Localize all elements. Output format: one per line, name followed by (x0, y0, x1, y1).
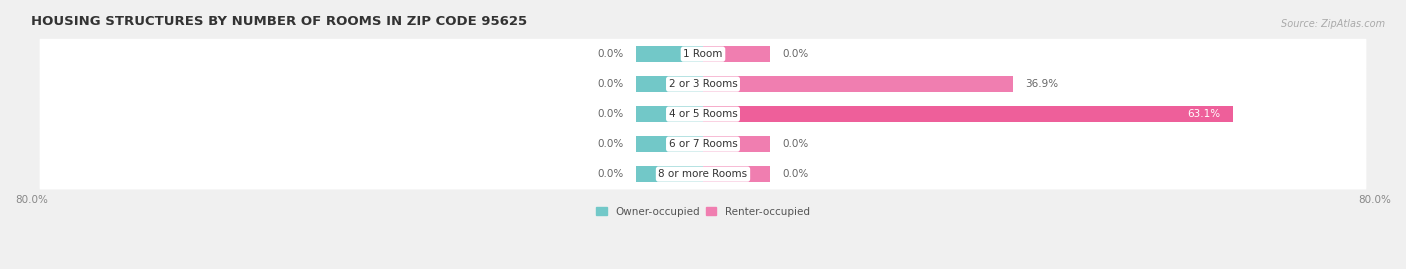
Text: 8 or more Rooms: 8 or more Rooms (658, 169, 748, 179)
Text: 0.0%: 0.0% (598, 109, 623, 119)
Bar (636, 46, 703, 62)
Text: 0.0%: 0.0% (783, 49, 808, 59)
Text: 36.9%: 36.9% (1025, 79, 1059, 89)
Text: 0.0%: 0.0% (598, 79, 623, 89)
Bar (703, 166, 770, 182)
FancyBboxPatch shape (39, 129, 1367, 160)
Text: 0.0%: 0.0% (598, 169, 623, 179)
Text: 0.0%: 0.0% (783, 169, 808, 179)
Legend: Owner-occupied, Renter-occupied: Owner-occupied, Renter-occupied (592, 203, 814, 221)
Bar (636, 136, 703, 152)
FancyBboxPatch shape (39, 69, 1367, 100)
Bar (636, 106, 703, 122)
Text: 0.0%: 0.0% (783, 139, 808, 149)
Bar (703, 76, 1012, 92)
Bar (636, 166, 703, 182)
FancyBboxPatch shape (39, 159, 1367, 189)
Text: 1 Room: 1 Room (683, 49, 723, 59)
Text: 0.0%: 0.0% (598, 139, 623, 149)
Bar (636, 76, 703, 92)
FancyBboxPatch shape (39, 99, 1367, 129)
Text: HOUSING STRUCTURES BY NUMBER OF ROOMS IN ZIP CODE 95625: HOUSING STRUCTURES BY NUMBER OF ROOMS IN… (31, 15, 527, 28)
Bar (703, 136, 770, 152)
FancyBboxPatch shape (39, 39, 1367, 69)
Text: Source: ZipAtlas.com: Source: ZipAtlas.com (1281, 19, 1385, 29)
Bar (703, 46, 770, 62)
Bar (703, 106, 1233, 122)
Text: 0.0%: 0.0% (598, 49, 623, 59)
Text: 63.1%: 63.1% (1187, 109, 1220, 119)
Text: 2 or 3 Rooms: 2 or 3 Rooms (669, 79, 737, 89)
Text: 6 or 7 Rooms: 6 or 7 Rooms (669, 139, 737, 149)
Text: 4 or 5 Rooms: 4 or 5 Rooms (669, 109, 737, 119)
